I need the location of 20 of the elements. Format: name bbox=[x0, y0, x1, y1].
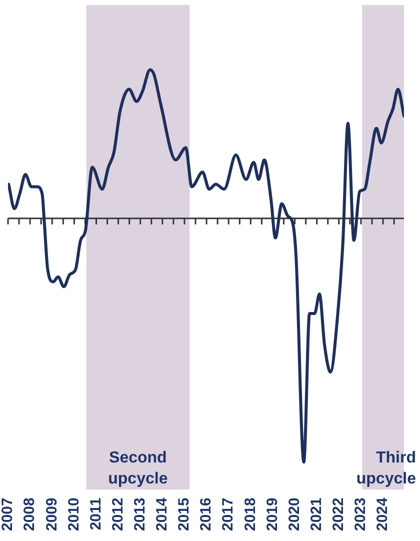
x-tick-label: 2017 bbox=[220, 498, 237, 532]
x-tick-label: 2018 bbox=[242, 498, 259, 532]
x-tick-label: 2010 bbox=[65, 498, 82, 532]
x-tick-label: 2021 bbox=[308, 498, 325, 532]
band-label: Second upcycle bbox=[108, 450, 168, 488]
x-tick-label: 2019 bbox=[264, 498, 281, 532]
band-label: Third upcycle bbox=[356, 450, 416, 488]
x-tick-label: 2013 bbox=[132, 498, 148, 532]
x-tick-label: 2016 bbox=[198, 498, 215, 532]
x-tick-label: 2012 bbox=[109, 498, 126, 532]
x-tick-label: 2024 bbox=[374, 496, 392, 532]
x-tick-label: 2023 bbox=[352, 498, 370, 532]
x-tick-label: 2015 bbox=[176, 498, 193, 532]
x-tick-label: 2022 bbox=[330, 498, 348, 532]
x-tick-label: 2008 bbox=[21, 498, 38, 532]
x-tick-label: 2014 bbox=[154, 496, 171, 532]
x-tick-label: 2020 bbox=[286, 498, 303, 532]
x-tick-label: 2011 bbox=[87, 498, 104, 530]
x-tick-label: 2007 bbox=[0, 498, 16, 532]
x-tick-label: 2009 bbox=[43, 498, 60, 532]
